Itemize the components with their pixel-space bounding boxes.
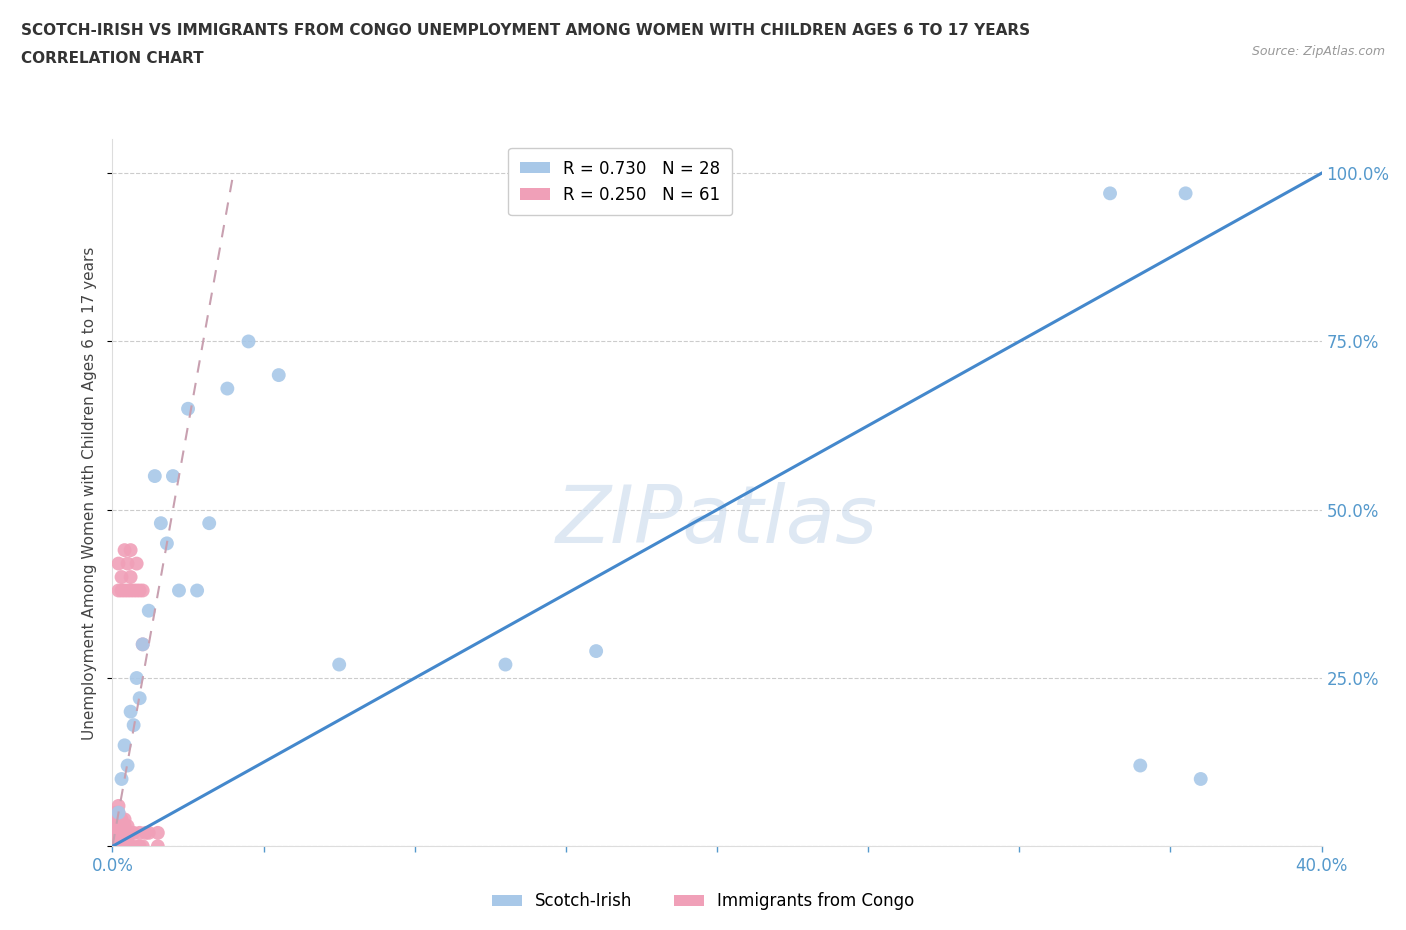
Point <box>149 516 172 531</box>
Point <box>132 637 155 652</box>
Point <box>104 818 127 833</box>
Point <box>143 469 166 484</box>
Point <box>1129 758 1152 773</box>
Point <box>107 583 129 598</box>
Point <box>125 671 148 685</box>
Point <box>132 637 155 652</box>
Point <box>585 644 607 658</box>
Legend: Scotch-Irish, Immigrants from Congo: Scotch-Irish, Immigrants from Congo <box>485 885 921 917</box>
Point <box>120 826 142 841</box>
Y-axis label: Unemployment Among Women with Children Ages 6 to 17 years: Unemployment Among Women with Children A… <box>82 246 97 739</box>
Point <box>117 818 139 833</box>
Point <box>117 839 139 854</box>
Text: CORRELATION CHART: CORRELATION CHART <box>21 51 204 66</box>
Point <box>267 367 290 382</box>
Point <box>162 469 184 484</box>
Point <box>120 543 142 558</box>
Point <box>135 826 157 841</box>
Point <box>110 812 132 827</box>
Point <box>167 583 190 598</box>
Point <box>110 772 132 787</box>
Point <box>120 839 142 854</box>
Point <box>146 826 169 841</box>
Point <box>122 583 145 598</box>
Point <box>114 737 136 752</box>
Point <box>217 381 239 396</box>
Point <box>128 691 150 706</box>
Point <box>110 583 132 598</box>
Point <box>495 658 517 672</box>
Point <box>128 826 150 841</box>
Point <box>132 839 155 854</box>
Point <box>120 704 142 719</box>
Text: SCOTCH-IRISH VS IMMIGRANTS FROM CONGO UNEMPLOYMENT AMONG WOMEN WITH CHILDREN AGE: SCOTCH-IRISH VS IMMIGRANTS FROM CONGO UN… <box>21 23 1031 38</box>
Point <box>120 569 142 584</box>
Point <box>103 839 125 854</box>
Point <box>104 826 127 841</box>
Point <box>177 402 200 417</box>
Point <box>104 832 127 847</box>
Point <box>125 839 148 854</box>
Point <box>107 805 129 820</box>
Point <box>132 583 155 598</box>
Point <box>104 805 127 820</box>
Text: ZIPatlas: ZIPatlas <box>555 482 879 560</box>
Point <box>107 839 129 854</box>
Point <box>104 839 127 854</box>
Point <box>120 583 142 598</box>
Point <box>104 839 127 854</box>
Point <box>328 658 350 672</box>
Point <box>107 818 129 833</box>
Point <box>110 569 132 584</box>
Point <box>128 583 150 598</box>
Point <box>114 543 136 558</box>
Point <box>114 583 136 598</box>
Point <box>1189 772 1212 787</box>
Point <box>138 826 160 841</box>
Point <box>1098 186 1121 201</box>
Point <box>117 556 139 571</box>
Point <box>107 832 129 847</box>
Point <box>107 805 129 820</box>
Point <box>107 826 129 841</box>
Point <box>198 516 221 531</box>
Point <box>114 826 136 841</box>
Point <box>104 812 127 827</box>
Point <box>114 818 136 833</box>
Point <box>110 832 132 847</box>
Point <box>122 826 145 841</box>
Text: Source: ZipAtlas.com: Source: ZipAtlas.com <box>1251 45 1385 58</box>
Point <box>110 839 132 854</box>
Point <box>117 758 139 773</box>
Point <box>1174 186 1197 201</box>
Point <box>122 718 145 733</box>
Point <box>138 604 160 618</box>
Point <box>114 839 136 854</box>
Point <box>107 812 129 827</box>
Point <box>156 536 179 551</box>
Point <box>128 839 150 854</box>
Point <box>104 839 127 854</box>
Point <box>117 583 139 598</box>
Point <box>238 334 260 349</box>
Point <box>125 583 148 598</box>
Point <box>110 826 132 841</box>
Point <box>107 839 129 854</box>
Point <box>117 832 139 847</box>
Point <box>125 556 148 571</box>
Point <box>117 826 139 841</box>
Point <box>114 812 136 827</box>
Point <box>110 839 132 854</box>
Point <box>107 799 129 814</box>
Point <box>186 583 208 598</box>
Point <box>107 556 129 571</box>
Point <box>107 839 129 854</box>
Point <box>114 832 136 847</box>
Legend: R = 0.730   N = 28, R = 0.250   N = 61: R = 0.730 N = 28, R = 0.250 N = 61 <box>509 148 733 216</box>
Point <box>104 839 127 854</box>
Point <box>146 839 169 854</box>
